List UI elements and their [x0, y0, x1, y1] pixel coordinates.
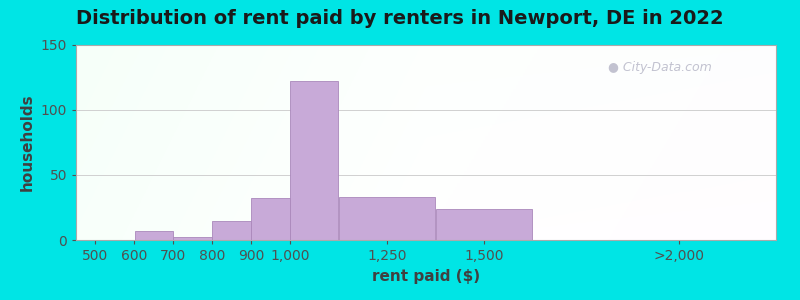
- Bar: [436, 209, 533, 240]
- Bar: [339, 197, 435, 240]
- Bar: [174, 237, 212, 240]
- Y-axis label: households: households: [20, 94, 35, 191]
- Bar: [290, 81, 338, 240]
- Bar: [212, 220, 251, 240]
- Text: ● City-Data.com: ● City-Data.com: [608, 61, 712, 74]
- Bar: [251, 198, 290, 240]
- X-axis label: rent paid ($): rent paid ($): [372, 268, 480, 284]
- Bar: [134, 231, 173, 240]
- Text: Distribution of rent paid by renters in Newport, DE in 2022: Distribution of rent paid by renters in …: [76, 9, 724, 28]
